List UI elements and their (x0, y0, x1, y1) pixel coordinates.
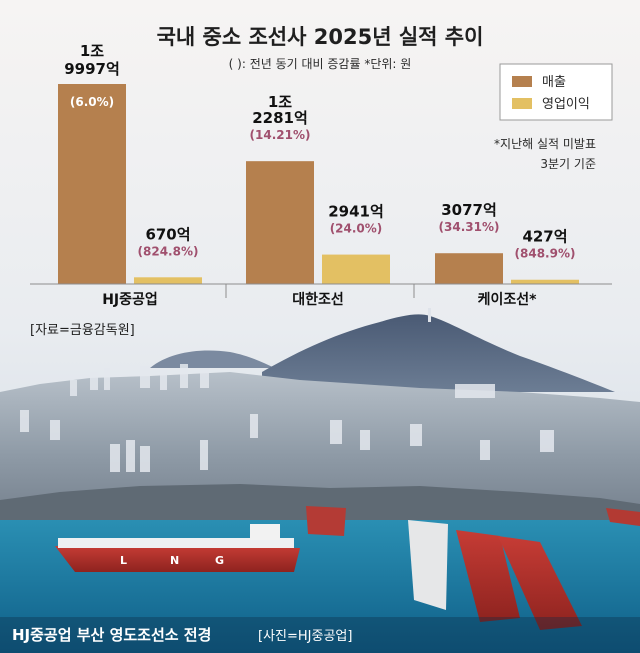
legend-label-operating-profit: 영업이익 (542, 97, 590, 112)
bar-operating-profit (511, 279, 579, 284)
bar-revenue (58, 84, 126, 284)
category-label: 케이조선* (478, 291, 538, 308)
shipyard-docks (0, 484, 640, 528)
category-label: HJ중공업 (102, 292, 158, 308)
tanker-1 (408, 520, 448, 610)
photo-caption: HJ중공업 부산 영도조선소 전경 (12, 626, 211, 644)
photo-credit: [사진=HJ중공업] (258, 629, 352, 644)
data-label-revenue: 1조 (268, 93, 292, 111)
legend-swatch-revenue (512, 76, 532, 87)
data-label-revenue: 1조 (80, 42, 104, 60)
data-label-operating-profit: 427억 (522, 228, 567, 246)
legend-label-revenue: 매출 (542, 75, 566, 90)
bar-revenue (435, 253, 503, 284)
ship-right (606, 508, 640, 526)
lng-carrier (55, 546, 300, 572)
category-label: 대한조선 (292, 292, 344, 308)
data-label-operating-profit: 670억 (145, 225, 190, 243)
bar-operating-profit (322, 254, 390, 284)
bar-operating-profit (134, 277, 202, 284)
ship-mid (306, 506, 346, 536)
tanker-2 (456, 530, 520, 622)
distant-hill (150, 350, 275, 368)
legend-box (499, 63, 613, 121)
chart-note-line: *지난해 실적 미발표 (494, 137, 596, 151)
legend-swatch-operating-profit (512, 98, 532, 109)
svg-text:L: L (120, 554, 127, 567)
summit-tower (428, 308, 431, 322)
chart-note-line: 3분기 기준 (540, 157, 596, 171)
caption-backdrop (0, 617, 640, 653)
mountain (262, 314, 615, 392)
data-change-revenue: (6.0%) (70, 95, 114, 109)
svg-text:N: N (170, 554, 179, 567)
data-change-operating-profit: (848.9%) (515, 247, 576, 261)
bar-revenue (246, 161, 314, 284)
city-buildings (20, 364, 554, 472)
data-change-operating-profit: (824.8%) (138, 244, 199, 258)
chart-subtitle: ( ): 전년 동기 대비 증감률 *단위: 원 (229, 57, 412, 71)
data-label-revenue-amount: 9997억 (64, 60, 120, 78)
data-label-revenue-amount: 2281억 (252, 109, 308, 127)
data-label-revenue: 3077억 (441, 201, 497, 219)
tanker-3 (498, 536, 582, 630)
svg-text:G: G (215, 554, 224, 567)
data-change-revenue: (34.31%) (439, 220, 500, 234)
data-label-operating-profit: 2941억 (328, 203, 384, 221)
chart: 국내 중소 조선사 2025년 실적 추이 ( ): 전년 동기 대비 증감률 *… (30, 25, 613, 338)
data-change-revenue: (14.21%) (250, 128, 311, 142)
data-change-operating-profit: (24.0%) (330, 222, 383, 236)
chart-source: [자료=금융감독원] (30, 323, 135, 338)
chart-title: 국내 중소 조선사 2025년 실적 추이 (157, 25, 484, 49)
